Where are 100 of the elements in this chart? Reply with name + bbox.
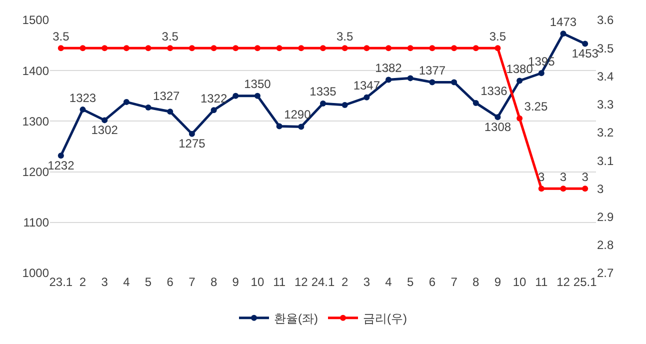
data-label: 3.5 [336, 29, 354, 44]
point [232, 92, 239, 99]
data-label: 1327 [153, 88, 180, 103]
data-label: 1302 [91, 122, 118, 137]
point [386, 76, 392, 83]
x-tick-label: 5 [407, 275, 414, 289]
point [494, 45, 501, 52]
point [80, 45, 86, 52]
y2-tick-label: 2.7 [597, 266, 614, 280]
point [582, 186, 588, 192]
point [451, 45, 458, 52]
point [472, 45, 479, 52]
x-tick-label: 4 [123, 275, 130, 289]
point [188, 45, 195, 52]
point [538, 70, 544, 76]
point [560, 186, 566, 192]
data-label: 3.5 [162, 29, 179, 44]
x-tick-label: 8 [472, 275, 480, 289]
point [560, 30, 566, 37]
point [516, 78, 523, 84]
x-tick-label: 6 [166, 275, 174, 289]
y2-tick-label: 3.2 [597, 126, 614, 140]
y-tick-label: 1100 [23, 216, 50, 230]
x-tick-label: 11 [535, 275, 548, 289]
y2-tick-label: 3.6 [597, 13, 614, 28]
data-label: 1382 [375, 60, 402, 75]
point [276, 123, 282, 130]
data-label: 1336 [480, 84, 508, 98]
point [320, 100, 326, 106]
x-tick-label: 9 [494, 275, 502, 289]
data-label: 1350 [244, 77, 272, 92]
point [451, 79, 458, 86]
x-tick-label: 9 [232, 275, 240, 289]
y2-tick-label: 2.8 [597, 238, 614, 252]
point [254, 45, 260, 52]
point [429, 45, 436, 52]
data-label: 3.25 [524, 100, 548, 114]
x-tick-label: 24.1 [311, 275, 335, 289]
data-label: 3 [538, 170, 546, 184]
x-tick-label: 3 [101, 275, 108, 289]
x-tick-label: 25.1 [573, 275, 598, 289]
x-tick-label: 12 [294, 275, 308, 289]
y2-tick-label: 3.1 [597, 154, 614, 168]
data-label: 1308 [484, 120, 512, 134]
point [210, 107, 217, 114]
point [429, 79, 436, 86]
point [167, 108, 174, 115]
x-tick-label: 11 [273, 275, 286, 289]
x-tick-label: 8 [210, 275, 218, 289]
y2-tick-label: 2.9 [597, 210, 614, 224]
point [516, 115, 523, 122]
y2-tick-label: 3.3 [597, 98, 614, 112]
point [58, 152, 64, 159]
point [123, 98, 130, 105]
x-tick-label: 23.1 [49, 275, 73, 289]
x-tick-label: 7 [188, 275, 196, 289]
data-label: 3 [560, 170, 567, 184]
x-tick-label: 10 [512, 275, 527, 289]
data-label: 1232 [48, 158, 75, 172]
data-label: 1453 [572, 46, 599, 61]
point [123, 45, 130, 52]
y2-tick-label: 3.5 [597, 41, 614, 56]
point [342, 45, 348, 52]
x-tick-label: 5 [144, 275, 152, 289]
point [167, 45, 174, 52]
data-label: 3.5 [489, 29, 506, 44]
point [386, 45, 392, 52]
point [188, 130, 195, 137]
point [102, 117, 108, 124]
x-tick-label: 2 [341, 275, 348, 289]
point [407, 45, 414, 52]
y-tick-label: 1000 [22, 266, 50, 280]
point [80, 106, 86, 113]
point [494, 114, 501, 120]
legend-label: 환율(좌) [274, 312, 318, 326]
point [210, 45, 217, 52]
data-label: 1473 [550, 14, 577, 29]
point [145, 104, 152, 111]
data-label: 1335 [310, 84, 337, 99]
point [102, 45, 108, 52]
point [538, 186, 544, 192]
x-tick-label: 10 [250, 275, 264, 289]
point [298, 45, 304, 52]
x-tick-label: 4 [385, 275, 392, 289]
legend-label: 금리(우) [363, 312, 407, 326]
x-tick-label: 6 [428, 275, 436, 289]
x-tick-label: 7 [450, 275, 458, 289]
point [364, 94, 370, 100]
point [582, 40, 588, 47]
data-label: 1323 [69, 90, 96, 105]
point [298, 124, 304, 130]
point [364, 45, 370, 52]
y-tick-label: 1500 [22, 13, 50, 28]
data-label: 3.5 [52, 29, 70, 44]
point [472, 100, 479, 106]
point [407, 75, 414, 82]
point [145, 45, 152, 52]
data-label: 1290 [284, 108, 312, 122]
data-label: 3 [582, 170, 589, 184]
y2-tick-label: 3.4 [597, 69, 614, 84]
